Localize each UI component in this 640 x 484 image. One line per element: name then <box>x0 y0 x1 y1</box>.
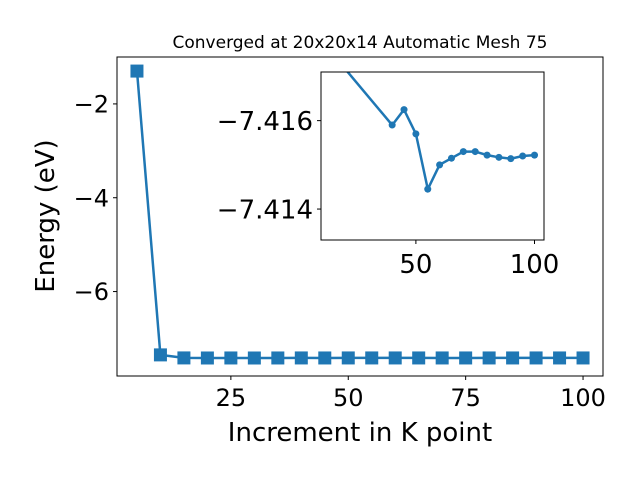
y-tick-label: −4 <box>74 184 109 212</box>
data-point <box>519 152 527 160</box>
inset-ticks: 50 100 −7.416 −7.414 <box>217 107 560 280</box>
main-axes: 25 50 75 100 −2 −4 −6 Converged at 20x20x14 Au… <box>31 33 606 448</box>
data-point <box>495 153 503 161</box>
inset-series <box>346 72 539 194</box>
main-axes-frame <box>116 56 604 377</box>
data-point <box>412 130 420 138</box>
data-point <box>531 151 539 159</box>
data-point <box>576 351 590 365</box>
data-point <box>388 121 396 129</box>
data-point <box>153 348 167 362</box>
data-point <box>529 351 543 365</box>
y-tick-label: −7.414 <box>217 195 313 225</box>
data-point <box>224 351 238 365</box>
data-point <box>424 185 432 193</box>
x-axis-label: Increment in K point <box>228 418 492 448</box>
data-point <box>247 351 261 365</box>
y-tick-label: −2 <box>74 91 109 119</box>
data-point <box>471 148 479 156</box>
data-point <box>341 351 355 365</box>
data-point <box>553 351 567 365</box>
data-point <box>365 351 379 365</box>
data-point <box>507 155 515 163</box>
data-point <box>459 351 473 365</box>
inset-axes: 50 100 −7.416 −7.414 <box>217 71 560 280</box>
data-point <box>459 148 467 156</box>
y-axis-label: Energy (eV) <box>31 139 61 292</box>
x-tick-label: 100 <box>510 250 560 280</box>
data-point <box>483 151 491 159</box>
data-point <box>506 351 520 365</box>
data-point <box>294 351 308 365</box>
x-tick-label: 25 <box>216 384 247 412</box>
main-ticks: 25 50 75 100 −2 −4 −6 <box>74 91 606 412</box>
data-point <box>130 64 144 78</box>
y-tick-label: −7.416 <box>217 107 313 137</box>
data-point <box>482 351 496 365</box>
inset-axes-frame <box>320 71 545 241</box>
x-tick-label: 50 <box>333 384 364 412</box>
inset-background <box>321 72 544 240</box>
chart-title: Converged at 20x20x14 Automatic Mesh 75 <box>173 33 548 53</box>
data-point <box>177 351 191 365</box>
data-point <box>436 161 444 169</box>
data-point <box>318 351 332 365</box>
data-point <box>412 351 426 365</box>
data-point <box>447 154 455 162</box>
data-point <box>435 351 449 365</box>
x-tick-label: 50 <box>399 250 432 280</box>
data-point <box>388 351 402 365</box>
data-point <box>400 106 408 114</box>
x-tick-label: 100 <box>560 384 606 412</box>
x-tick-label: 75 <box>450 384 481 412</box>
main-series <box>130 64 590 365</box>
data-point <box>200 351 214 365</box>
data-point <box>271 351 285 365</box>
y-tick-label: −6 <box>74 278 109 306</box>
